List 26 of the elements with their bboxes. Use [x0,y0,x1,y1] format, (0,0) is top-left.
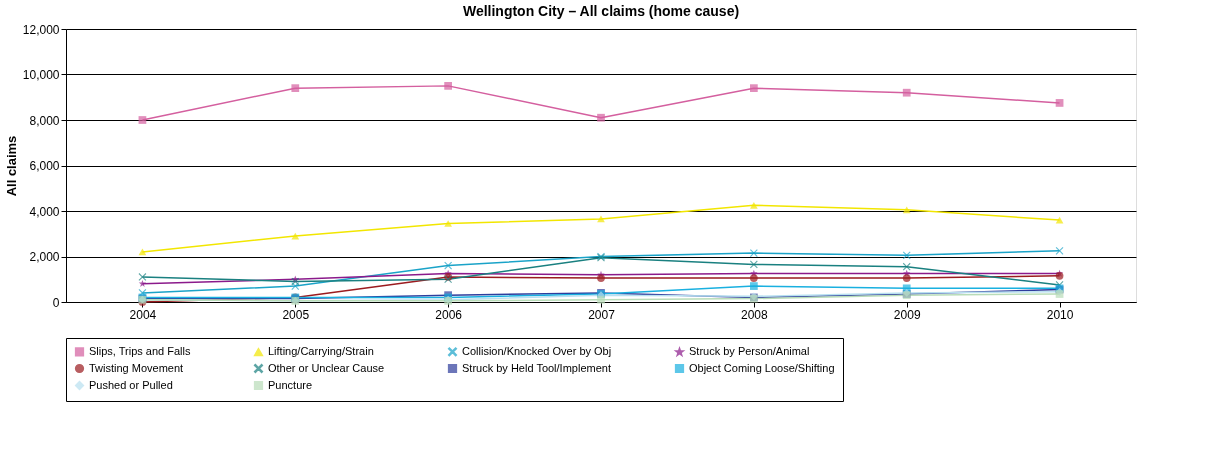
legend-label: Lifting/Carrying/Strain [268,345,374,358]
y-axis-title: All claims [3,135,19,197]
x-tick-label: 2004 [129,307,157,322]
legend-label: Slips, Trips and Falls [89,344,191,357]
x-tick-label: 2008 [741,307,769,322]
legend-label: Collision/Knocked Over by Obj [462,344,612,357]
legend-label: Other or Unclear Cause [268,361,385,374]
legend-label: Struck by Person/Animal [689,345,810,358]
legend-label: Struck by Held Tool/Implement [462,361,611,374]
x-tick-label: 2007 [588,307,616,322]
y-tick-label: 8,000 [29,113,60,128]
chart-title: Wellington City – All claims (home cause) [462,3,740,19]
legend-label: Puncture [268,378,313,391]
x-tick-label: 2006 [435,307,463,322]
legend-label: Twisting Movement [89,361,184,374]
x-tick-label: 2005 [282,307,310,322]
legend-label: Pushed or Pulled [89,378,173,391]
y-tick-label: 10,000 [22,68,60,82]
x-tick-label: 2009 [893,307,921,322]
legend-label: Object Coming Loose/Shifting [689,361,835,374]
x-tick-label: 2010 [1046,307,1074,322]
y-tick-label: 0 [52,295,60,310]
y-tick-label: 2,000 [29,250,60,264]
y-tick-label: 4,000 [29,204,60,219]
y-tick-label: 12,000 [22,22,60,37]
y-tick-label: 6,000 [29,159,60,173]
